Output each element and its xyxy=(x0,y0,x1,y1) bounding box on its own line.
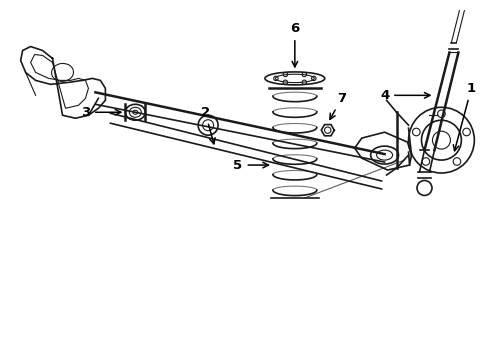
Text: 4: 4 xyxy=(380,89,430,102)
Text: 7: 7 xyxy=(330,92,346,119)
Text: 2: 2 xyxy=(200,106,215,144)
Text: 1: 1 xyxy=(453,82,476,151)
Text: 5: 5 xyxy=(233,158,269,172)
Text: 6: 6 xyxy=(290,22,299,67)
Text: 3: 3 xyxy=(81,106,121,119)
